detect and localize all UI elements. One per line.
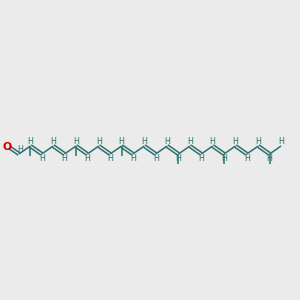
Text: H: H xyxy=(255,137,261,146)
Text: H: H xyxy=(50,137,56,146)
Text: H: H xyxy=(176,154,182,163)
Text: H: H xyxy=(107,154,113,163)
Text: H: H xyxy=(96,137,102,146)
Text: H: H xyxy=(39,154,45,163)
Text: H: H xyxy=(27,137,33,146)
Text: H: H xyxy=(164,137,170,146)
Text: H: H xyxy=(210,137,216,146)
Text: H: H xyxy=(84,154,90,163)
Text: H: H xyxy=(130,154,136,163)
Text: H: H xyxy=(73,137,79,146)
Text: H: H xyxy=(244,154,250,163)
Text: H: H xyxy=(232,137,238,146)
Text: H: H xyxy=(61,154,68,163)
Text: H: H xyxy=(187,137,193,146)
Text: H: H xyxy=(221,154,227,163)
Text: H: H xyxy=(141,137,147,146)
Text: H: H xyxy=(118,137,124,146)
Text: H: H xyxy=(198,154,204,163)
Text: O: O xyxy=(3,142,12,152)
Text: H: H xyxy=(17,145,23,154)
Text: H: H xyxy=(267,154,273,163)
Text: H: H xyxy=(153,154,159,163)
Text: H: H xyxy=(278,137,284,146)
